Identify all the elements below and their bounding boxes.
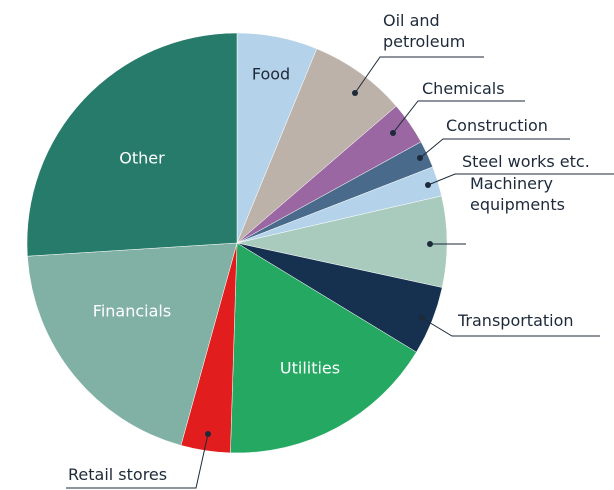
pie-slice <box>26 32 238 257</box>
slice-label: Chemicals <box>422 79 505 98</box>
slice-label: Other <box>119 148 165 168</box>
leader-dot <box>419 315 425 321</box>
slice-label: Oil and petroleum <box>383 11 466 51</box>
pie-slice <box>27 242 238 446</box>
leader-dot <box>390 130 396 136</box>
pie-slice <box>230 242 417 454</box>
leader-line <box>427 173 614 186</box>
leader-line <box>354 56 484 94</box>
leader-line <box>392 100 525 134</box>
slice-label: Retail stores <box>68 465 168 484</box>
slice-label: Steel works etc. <box>462 152 590 171</box>
leader-dot <box>205 431 211 437</box>
leader-line <box>66 433 209 489</box>
pie-slice <box>236 48 397 244</box>
slice-label: Financials <box>92 301 172 321</box>
leader-dot <box>425 182 431 188</box>
leader-dot <box>427 241 433 247</box>
slice-label: Transportation <box>458 311 574 330</box>
slice-label: Machinery equipments <box>470 174 565 214</box>
slice-label: Construction <box>446 116 548 135</box>
leader-dot <box>352 90 358 96</box>
slice-label: Food <box>251 64 291 84</box>
slice-label: Utilities <box>279 358 341 378</box>
leader-dot <box>417 155 423 161</box>
leader-line <box>419 138 570 159</box>
leader-line <box>421 317 600 337</box>
